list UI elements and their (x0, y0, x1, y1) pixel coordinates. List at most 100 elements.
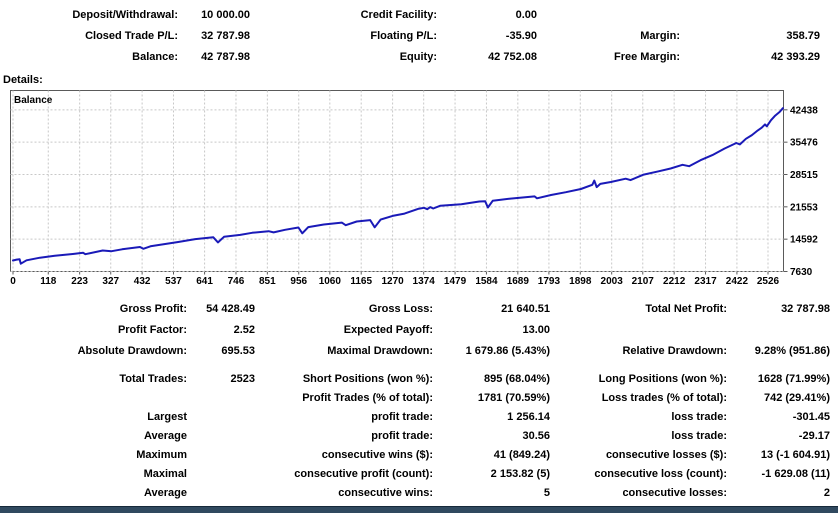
svg-text:35476: 35476 (790, 138, 818, 149)
svg-text:1584: 1584 (475, 276, 498, 287)
stats-row: Gross Profit: 54 428.49 Gross Loss: 21 6… (0, 299, 838, 320)
account-summary: Deposit/Withdrawal: 10 000.00 Credit Fac… (0, 5, 838, 68)
svg-text:1165: 1165 (350, 276, 372, 287)
svg-text:432: 432 (134, 276, 151, 287)
stat-value: 895 (68.04%) (483, 373, 550, 385)
summary-row: Balance: 42 787.98 Equity: 42 752.08 Fre… (0, 47, 838, 68)
stat-value (727, 320, 830, 341)
svg-text:42438: 42438 (790, 105, 818, 116)
stat-value: 742 (29.41%) (763, 392, 830, 404)
stat-label: profit trade: (371, 411, 433, 423)
stat-label: Maximum (136, 449, 187, 461)
stats-row: Maximum consecutive wins ($): 41 (849.24… (0, 446, 838, 465)
stat-value: -29.17 (798, 430, 830, 442)
svg-text:956: 956 (290, 276, 307, 287)
stat-label: consecutive wins ($): (321, 449, 433, 461)
stat-value (187, 427, 255, 446)
stat-label: Short Positions (won %): (302, 373, 433, 385)
stat-label: Long Positions (won %): (598, 373, 727, 385)
stat-value (187, 465, 255, 484)
summary-value: 42 752.08 (488, 51, 537, 63)
stat-value: 695.53 (221, 345, 255, 357)
summary-value: 0.00 (515, 9, 537, 21)
summary-value (680, 5, 820, 26)
summary-value: 32 787.98 (201, 30, 250, 42)
svg-text:2107: 2107 (632, 276, 655, 287)
summary-label: Balance: (132, 51, 178, 63)
details-heading: Details: (3, 74, 43, 86)
svg-text:2422: 2422 (726, 276, 749, 287)
stat-value: 2 153.82 (5) (490, 468, 550, 480)
svg-text:1374: 1374 (413, 276, 436, 287)
stat-label: Maximal (143, 468, 187, 480)
summary-label: Equity: (399, 51, 437, 63)
svg-text:21553: 21553 (790, 202, 818, 213)
stat-value (187, 446, 255, 465)
svg-text:2003: 2003 (601, 276, 624, 287)
stat-value: 1 679.86 (5.43%) (465, 345, 550, 357)
svg-text:Balance: Balance (14, 95, 53, 106)
svg-text:118: 118 (40, 276, 57, 287)
summary-label: Free Margin: (613, 51, 680, 63)
stat-value: 21 640.51 (501, 303, 550, 315)
stat-value: 41 (849.24) (493, 449, 550, 461)
stat-value: 32 787.98 (781, 303, 830, 315)
stat-value: 30.56 (522, 430, 550, 442)
stats-row: Profit Factor: 2.52 Expected Payoff: 13.… (0, 320, 838, 341)
svg-text:1689: 1689 (507, 276, 530, 287)
stat-value: 1 256.14 (507, 411, 550, 423)
svg-text:1898: 1898 (569, 276, 592, 287)
balance-chart: 0 118 223 327 432 537 641 746 851 956 1060 1165 1270… (0, 90, 838, 291)
stat-label: consecutive losses ($): (605, 449, 727, 461)
stat-value: -301.45 (792, 411, 830, 423)
balance-chart-svg: 0 118 223 327 432 537 641 746 851 956 1060 1165 1270… (10, 90, 818, 287)
summary-label: Closed Trade P/L: (85, 30, 178, 42)
stat-label: loss trade: (671, 411, 727, 423)
summary-value: 10 000.00 (201, 9, 250, 21)
stat-label: profit trade: (371, 430, 433, 442)
summary-value: 42 787.98 (201, 51, 250, 63)
svg-text:851: 851 (259, 276, 276, 287)
stat-label: Largest (147, 411, 187, 423)
stat-label: Total Trades: (119, 373, 187, 385)
stat-label (550, 320, 727, 341)
stat-value: 1628 (71.99%) (757, 373, 830, 385)
svg-text:2317: 2317 (694, 276, 717, 287)
stat-label: loss trade: (671, 430, 727, 442)
stats-row: Average profit trade: 30.56 loss trade: … (0, 427, 838, 446)
stats-table: Gross Profit: 54 428.49 Gross Loss: 21 6… (0, 299, 838, 503)
bottom-divider-bar (0, 506, 838, 513)
stat-value: 9.28% (951.86) (754, 345, 830, 357)
stat-value: 13.00 (522, 324, 550, 336)
summary-label (537, 5, 680, 26)
svg-text:327: 327 (102, 276, 119, 287)
stat-label: Absolute Drawdown: (77, 345, 187, 357)
stat-label: consecutive losses: (622, 487, 727, 499)
stats-row: Average consecutive wins: 5 consecutive … (0, 484, 838, 503)
stat-value: -1 629.08 (11) (761, 468, 831, 480)
svg-text:14592: 14592 (790, 235, 818, 246)
stat-label: Gross Loss: (368, 303, 433, 315)
stat-label: Gross Profit: (119, 303, 187, 315)
stat-label: Average (143, 487, 187, 499)
svg-text:28515: 28515 (790, 170, 818, 181)
stat-value (187, 408, 255, 427)
strategy-report: { "account_summary": { "rows": [ {"l1":"… (0, 5, 838, 513)
summary-value: -35.90 (505, 30, 537, 42)
stat-value: 2523 (230, 373, 255, 385)
svg-text:1793: 1793 (538, 276, 561, 287)
stats-row: Absolute Drawdown: 695.53 Maximal Drawdo… (0, 341, 838, 362)
summary-row: Closed Trade P/L: 32 787.98 Floating P/L… (0, 26, 838, 47)
svg-text:2212: 2212 (663, 276, 686, 287)
summary-label: Deposit/Withdrawal: (72, 9, 178, 21)
svg-text:641: 641 (196, 276, 213, 287)
stat-value: 2 (823, 487, 830, 499)
summary-label: Margin: (640, 30, 680, 42)
stat-value: 5 (543, 487, 550, 499)
stat-value (187, 389, 255, 408)
stat-value: 2.52 (233, 324, 255, 336)
svg-text:223: 223 (71, 276, 88, 287)
stat-value: 54 428.49 (206, 303, 255, 315)
stats-row: Total Trades: 2523 Short Positions (won … (0, 370, 838, 389)
summary-value: 358.79 (786, 30, 820, 42)
